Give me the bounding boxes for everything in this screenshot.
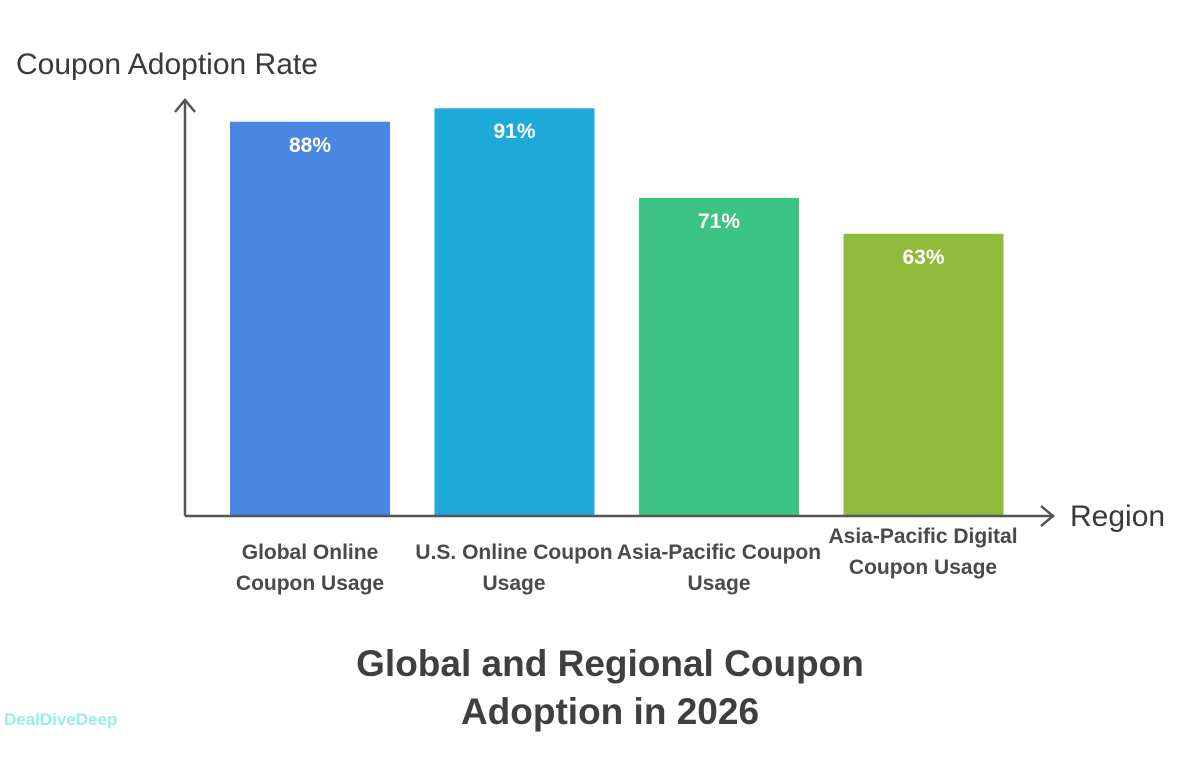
category-label: Global Online Coupon Usage xyxy=(235,541,385,595)
data-label: 88% xyxy=(288,133,332,157)
bar xyxy=(230,121,390,516)
data-label: 91% xyxy=(493,120,536,144)
category-label: Asia-Pacific Coupon Usage xyxy=(616,541,822,595)
category-label: Asia-Pacific Digital Coupon Usage xyxy=(828,525,1018,579)
bar xyxy=(639,197,799,517)
bar xyxy=(843,233,1004,516)
data-label: 63% xyxy=(902,245,945,269)
x-axis-label: Region xyxy=(1070,500,1166,533)
watermark: DealDiveDeep xyxy=(4,710,118,729)
category-label: U.S. Online Coupon Usage xyxy=(415,541,613,595)
x-axis-arrow-icon xyxy=(1040,505,1055,527)
bar xyxy=(434,108,595,516)
y-axis-arrow-icon xyxy=(174,98,196,113)
chart-title: Global and Regional Coupon Adoption in 2… xyxy=(356,643,864,732)
y-axis-label: Coupon Adoption Rate xyxy=(16,48,318,81)
data-label: 71% xyxy=(697,209,741,233)
